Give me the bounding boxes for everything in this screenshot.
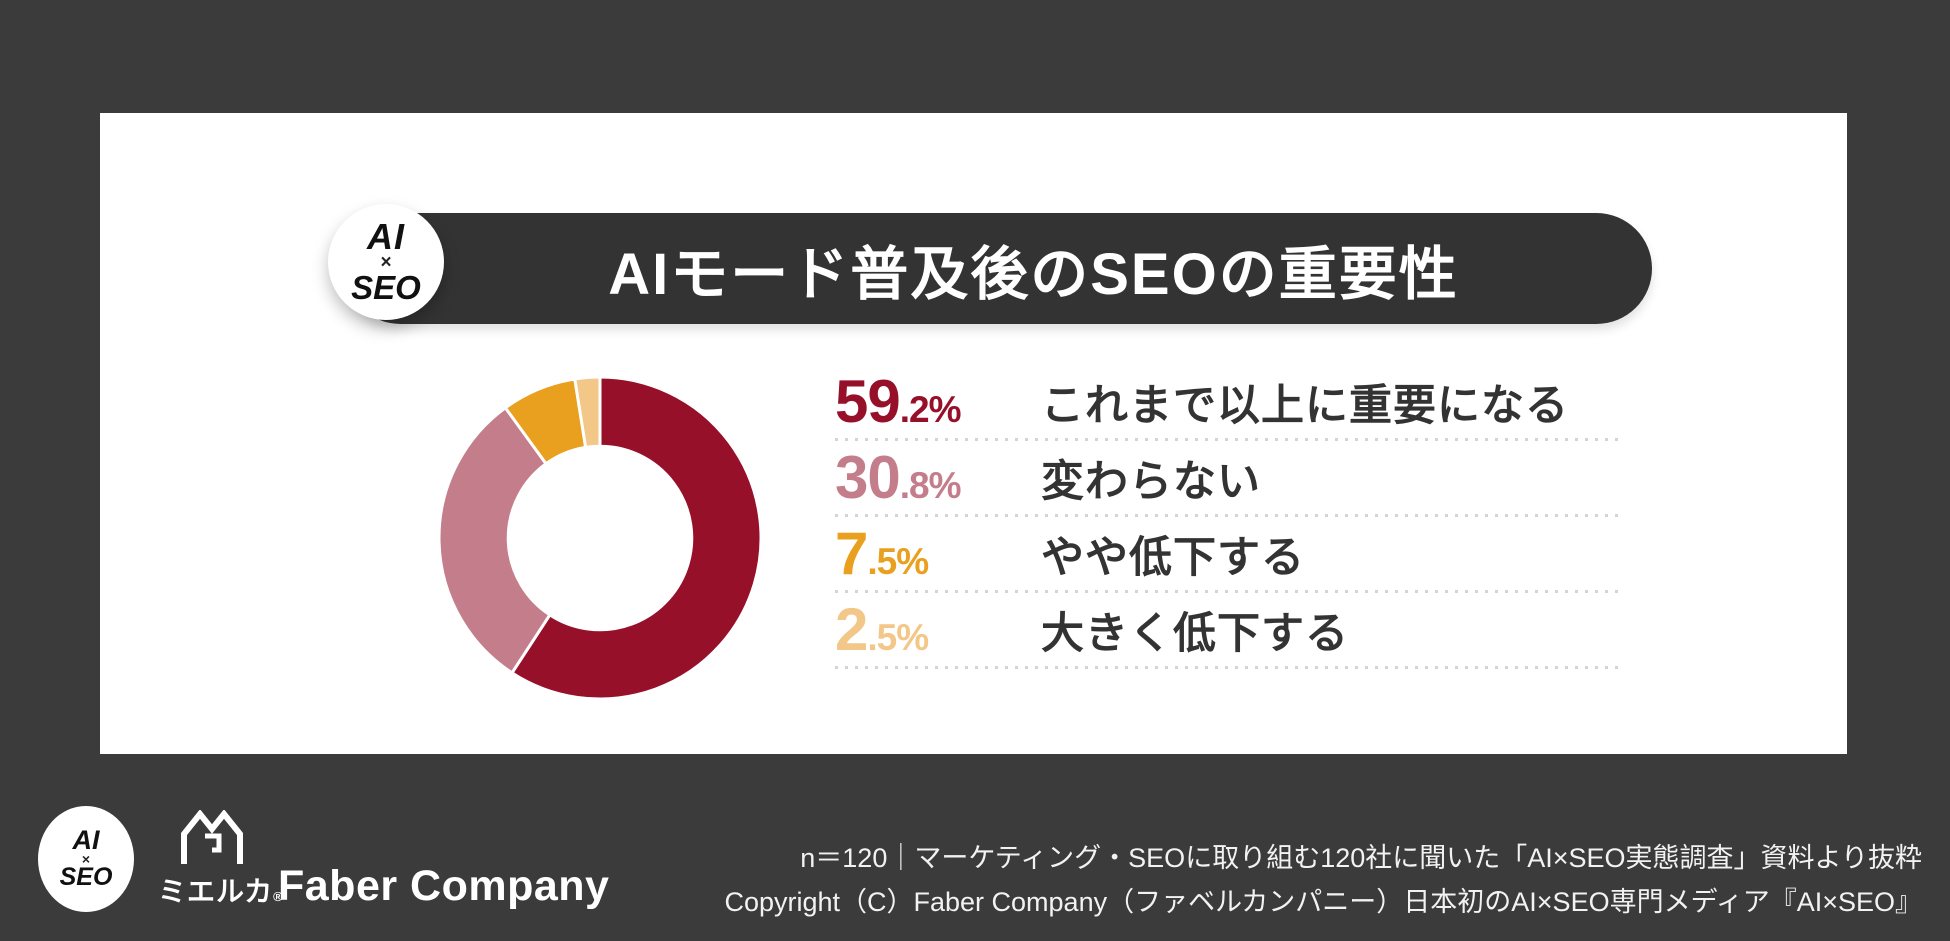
faber-company-logo-text: Faber Company xyxy=(278,862,610,910)
donut-segment-0 xyxy=(510,375,763,701)
legend-separator xyxy=(835,666,1625,669)
legend-percentage: 59.2% xyxy=(835,367,962,435)
legend-row: 59.2% これまで以上に重要になる xyxy=(835,365,1625,438)
registered-mark: ® xyxy=(273,889,284,904)
page-title: AIモード普及後のSEOの重要性 xyxy=(608,241,1459,307)
donut-chart xyxy=(437,375,763,701)
content-card: AIモード普及後のSEOの重要性 AI × SEO 59.2% これまで以上に重要… xyxy=(100,113,1847,754)
chart-legend: 59.2% これまで以上に重要になる 30.8% 変わらない 7.5% やや低下する 2.5… xyxy=(835,365,1625,669)
footer-badge-seo-text: SEO xyxy=(59,863,113,892)
footer-badge-x-icon: × xyxy=(81,851,91,868)
copyright-line: Copyright（C）Faber Company（ファベルカンパニー）日本初の… xyxy=(724,887,1922,917)
badge-x-icon: × xyxy=(380,252,392,274)
donut-segment-1 xyxy=(437,406,552,675)
legend-row: 7.5% やや低下する xyxy=(835,517,1625,590)
legend-label: 大きく低下する xyxy=(1041,609,1349,658)
legend-percentage: 30.8% xyxy=(835,443,962,511)
legend-row: 30.8% 変わらない xyxy=(835,441,1625,514)
footer-ai-seo-badge: AI × SEO xyxy=(38,806,134,912)
title-pill: AIモード普及後のSEOの重要性 xyxy=(345,213,1652,324)
legend-row: 2.5% 大きく低下する xyxy=(835,593,1625,666)
footer-badge-ai-text: AI xyxy=(72,824,100,855)
legend-label: やや低下する xyxy=(1041,533,1305,582)
mieruka-logo: ミエルカ® xyxy=(158,810,284,910)
ai-seo-badge: AI × SEO xyxy=(328,204,444,320)
mieruka-logo-text: ミエルカ® xyxy=(158,876,284,907)
legend-separator xyxy=(835,514,1625,517)
legend-separator xyxy=(835,590,1625,593)
legend-label: これまで以上に重要になる xyxy=(1041,381,1569,430)
donut-segment-3 xyxy=(573,375,602,449)
footer-notes: n＝120｜マーケティング・SEOに取り組む120社に聞いた「AI×SEO実態調… xyxy=(724,836,1922,924)
badge-ai-text: AI xyxy=(367,215,405,257)
legend-percentage: 7.5% xyxy=(835,519,929,587)
mieruka-cat-icon xyxy=(181,810,243,864)
legend-label: 変わらない xyxy=(1041,457,1261,506)
legend-percentage: 2.5% xyxy=(835,595,929,663)
survey-note-line: n＝120｜マーケティング・SEOに取り組む120社に聞いた「AI×SEO実態調… xyxy=(800,843,1922,873)
badge-seo-text: SEO xyxy=(351,269,421,307)
legend-separator xyxy=(835,438,1625,441)
